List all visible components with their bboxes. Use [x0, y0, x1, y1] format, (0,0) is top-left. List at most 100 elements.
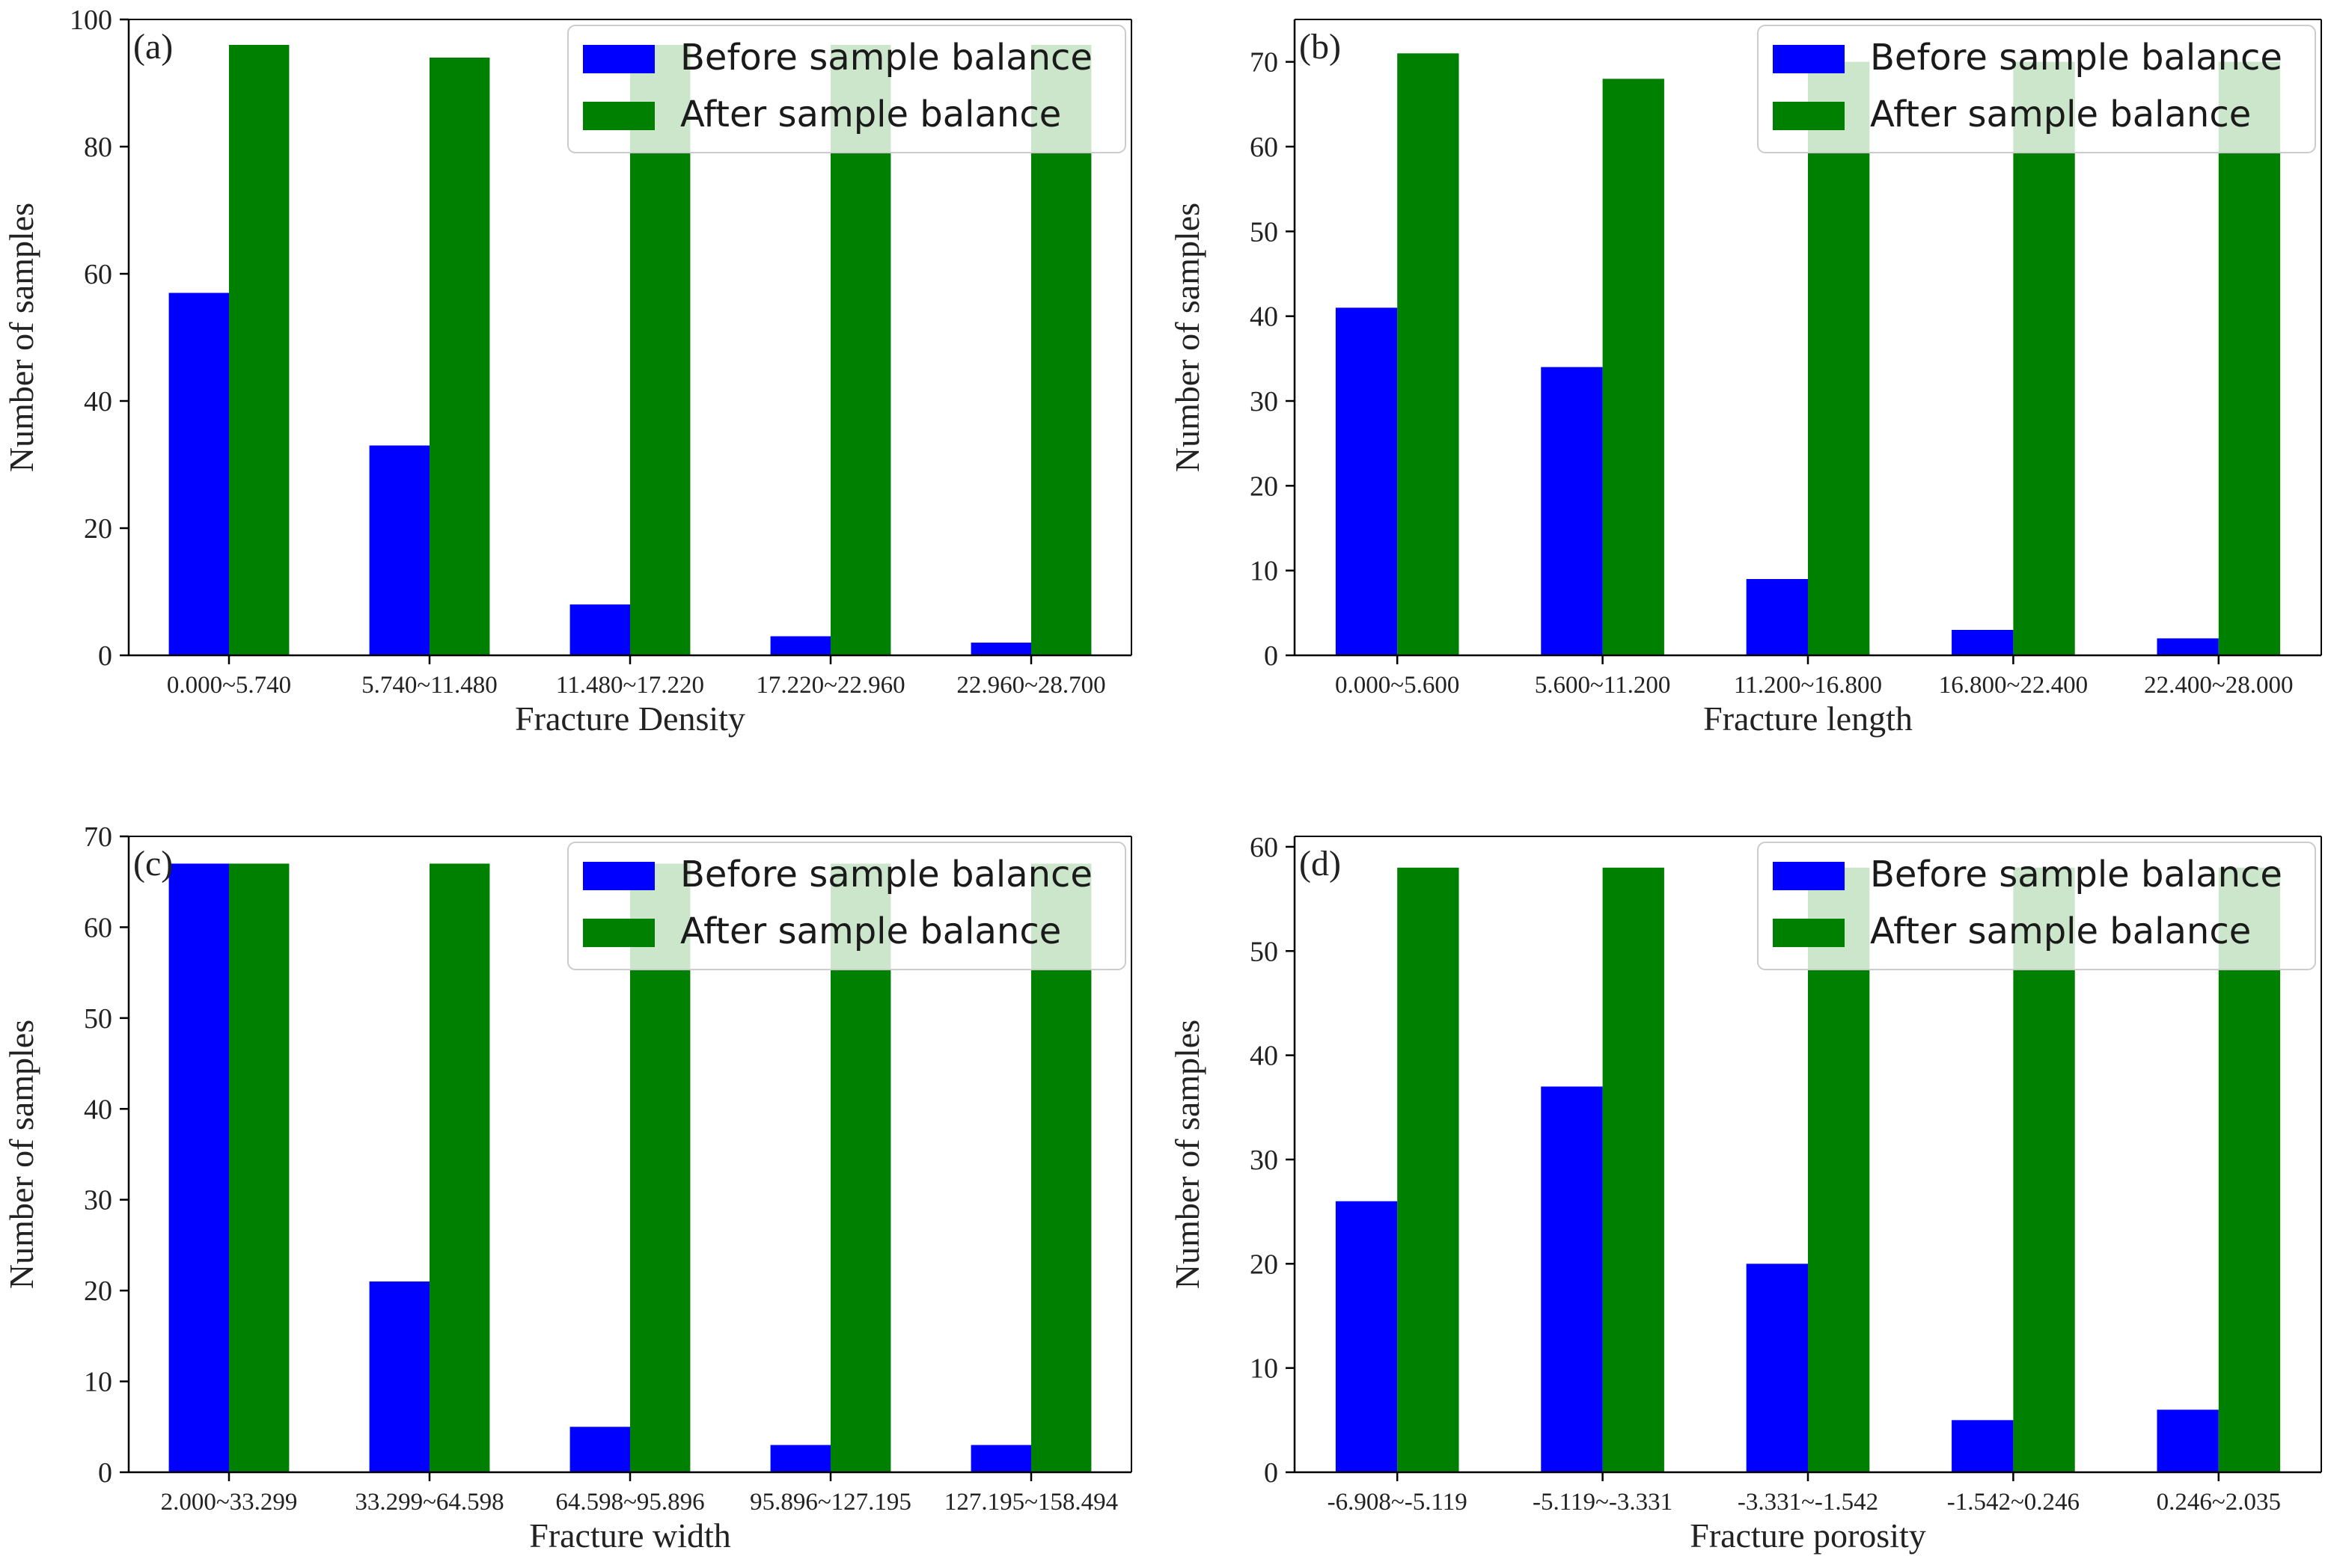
y-tick-label: 20	[84, 1275, 112, 1307]
y-tick-label: 40	[1250, 1041, 1278, 1072]
x-tick-label: 95.896~127.195	[750, 1489, 911, 1516]
panel-c: 0 10 20 30 40 50 60 70 2.000~33.299 33.299~64.598…	[2, 821, 1132, 1555]
legend-label-after: After sample balance	[1870, 910, 2251, 952]
bar-before-4	[971, 643, 1031, 655]
bar-after-1	[1602, 79, 1664, 656]
bar-before-1	[1541, 1086, 1603, 1472]
y-tick-label: 0	[98, 640, 112, 672]
y-tick-label: 40	[84, 1094, 112, 1125]
x-axis-title: Fracture width	[529, 1516, 731, 1555]
y-axis-title: Number of samples	[2, 1020, 40, 1289]
x-tick-label: 17.220~22.960	[756, 672, 905, 699]
x-tick-label: -3.331~-1.542	[1738, 1489, 1878, 1516]
bar-after-4	[2218, 61, 2281, 655]
x-axis-title: Fracture porosity	[1690, 1516, 1926, 1555]
bar-after-1	[430, 863, 490, 1472]
legend-label-before: Before sample balance	[1870, 37, 2282, 79]
bar-before-2	[1746, 1264, 1808, 1472]
y-tick-label: 100	[70, 4, 112, 36]
y-tick-label: 70	[1250, 47, 1278, 79]
legend-swatch-before	[1773, 45, 1845, 73]
x-tick-label: -6.908~-5.119	[1328, 1489, 1467, 1516]
y-tick-label: 20	[84, 513, 112, 545]
legend-swatch-before	[583, 45, 655, 73]
legend-label-after: After sample balance	[680, 94, 1061, 135]
bar-before-0	[1335, 307, 1398, 655]
x-tick-label: 0.246~2.035	[2157, 1489, 2281, 1516]
bar-before-2	[1746, 579, 1808, 655]
legend-label-before: Before sample balance	[1870, 854, 2282, 895]
x-tick-label: 22.960~28.700	[956, 672, 1105, 699]
legend-swatch-after	[1773, 919, 1845, 947]
panel-b: 0 10 20 30 40 50 60 70 0.000~5.600 5.600~11.200 11…	[1168, 19, 2322, 738]
y-tick-label: 60	[1250, 132, 1278, 163]
x-tick-label: 0.000~5.600	[1335, 672, 1459, 699]
x-tick-label: 0.000~5.740	[167, 672, 291, 699]
y-tick-label: 30	[1250, 386, 1278, 417]
bar-before-4	[2157, 1409, 2219, 1472]
y-tick-label: 30	[1250, 1145, 1278, 1176]
legend-box	[1757, 842, 2316, 970]
legend: Before sample balance After sample balanc…	[1757, 842, 2316, 970]
x-axis-title: Fracture Density	[515, 699, 745, 738]
bar-after-1	[430, 58, 490, 655]
bar-after-0	[229, 863, 290, 1472]
y-tick-label: 10	[1250, 556, 1278, 587]
legend-swatch-before	[583, 862, 655, 890]
x-tick-label: -5.119~-3.331	[1533, 1489, 1672, 1516]
legend-box	[567, 25, 1126, 153]
y-tick-label: 20	[1250, 471, 1278, 502]
x-tick-label: 33.299~64.598	[355, 1489, 504, 1516]
legend-box	[567, 842, 1126, 970]
x-tick-label: 2.000~33.299	[161, 1489, 298, 1516]
bar-before-0	[168, 863, 229, 1472]
y-tick-label: 70	[84, 821, 112, 853]
y-tick-label: 30	[84, 1185, 112, 1216]
legend-swatch-before	[1773, 862, 1845, 890]
y-axis-title: Number of samples	[2, 203, 40, 472]
x-tick-label: -1.542~0.246	[1947, 1489, 2080, 1516]
x-tick-label: 22.400~28.000	[2144, 672, 2293, 699]
y-axis-title: Number of samples	[1168, 203, 1206, 472]
bar-after-3	[2013, 61, 2075, 655]
bar-before-1	[369, 1281, 430, 1472]
legend: Before sample balance After sample balanc…	[1757, 25, 2316, 153]
x-tick-label: 127.195~158.494	[944, 1489, 1118, 1516]
x-tick-label: 16.800~22.400	[1939, 672, 2088, 699]
bar-before-4	[2157, 638, 2219, 655]
y-tick-label: 10	[84, 1367, 112, 1398]
y-tick-label: 60	[1250, 832, 1278, 863]
panel-label: (d)	[1299, 844, 1341, 883]
bar-before-0	[168, 293, 229, 655]
y-axis-title: Number of samples	[1168, 1020, 1206, 1289]
y-tick-label: 0	[1264, 640, 1278, 672]
bar-before-3	[1952, 630, 2014, 655]
x-tick-label: 11.200~16.800	[1734, 672, 1882, 699]
y-tick-label: 50	[84, 1003, 112, 1035]
bar-before-3	[770, 636, 831, 655]
y-tick-label: 50	[1250, 216, 1278, 248]
bar-before-3	[770, 1445, 831, 1472]
bar-before-2	[569, 604, 630, 655]
y-tick-label: 80	[84, 132, 112, 163]
y-tick-label: 40	[84, 386, 112, 417]
x-tick-label: 11.480~17.220	[556, 672, 704, 699]
legend-swatch-after	[583, 919, 655, 947]
y-tick-label: 10	[1250, 1353, 1278, 1385]
bar-after-0	[229, 45, 290, 655]
legend-box	[1757, 25, 2316, 153]
x-tick-label: 64.598~95.896	[555, 1489, 704, 1516]
y-tick-label: 60	[84, 912, 112, 943]
bar-after-0	[1397, 867, 1459, 1472]
x-tick-label: 5.740~11.480	[361, 672, 498, 699]
bar-before-0	[1335, 1201, 1398, 1472]
legend-label-after: After sample balance	[680, 910, 1061, 952]
bar-after-2	[1808, 61, 1870, 655]
bar-before-4	[971, 1445, 1031, 1472]
x-tick-label: 5.600~11.200	[1535, 672, 1671, 699]
legend-swatch-after	[1773, 102, 1845, 130]
panel-label: (b)	[1299, 27, 1341, 67]
panel-d: 0 10 20 30 40 50 60 -6.908~-5.119 -5.119~-3.331 -…	[1168, 832, 2322, 1555]
legend-label-before: Before sample balance	[680, 854, 1093, 895]
